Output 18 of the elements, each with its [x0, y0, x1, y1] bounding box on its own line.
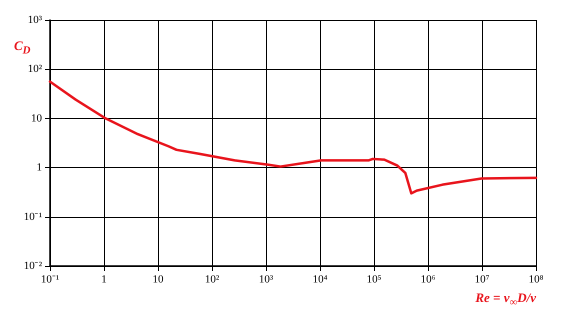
y-tick-label: 10³	[28, 14, 43, 26]
x-tick-label: 10	[152, 274, 164, 286]
y-tick-label: 1	[36, 162, 42, 174]
x-tick-label: 10⁶	[420, 274, 436, 286]
x-tick-label: 10⁻¹	[40, 274, 60, 286]
y-axis-title: C$_{D}$	[14, 38, 30, 57]
x-tick-label: 10⁸	[528, 274, 544, 286]
y-tick-label: 10²	[28, 63, 43, 76]
y-tick-label: 10⁻²	[24, 260, 43, 272]
x-tick-label: 1	[101, 274, 107, 286]
x-tick-label: 10⁵	[366, 274, 382, 286]
y-tick-label: 10⁻¹	[24, 210, 42, 223]
x-tick-label: 10²	[204, 274, 220, 286]
x-tick-label: 10³	[258, 274, 274, 286]
x-axis-title: Re = v$_{∞}$D/ν	[475, 290, 536, 309]
y-tick-label: 10	[31, 112, 42, 124]
x-tick-label: 10⁴	[312, 274, 328, 286]
x-tick-label: 10⁷	[474, 274, 490, 286]
